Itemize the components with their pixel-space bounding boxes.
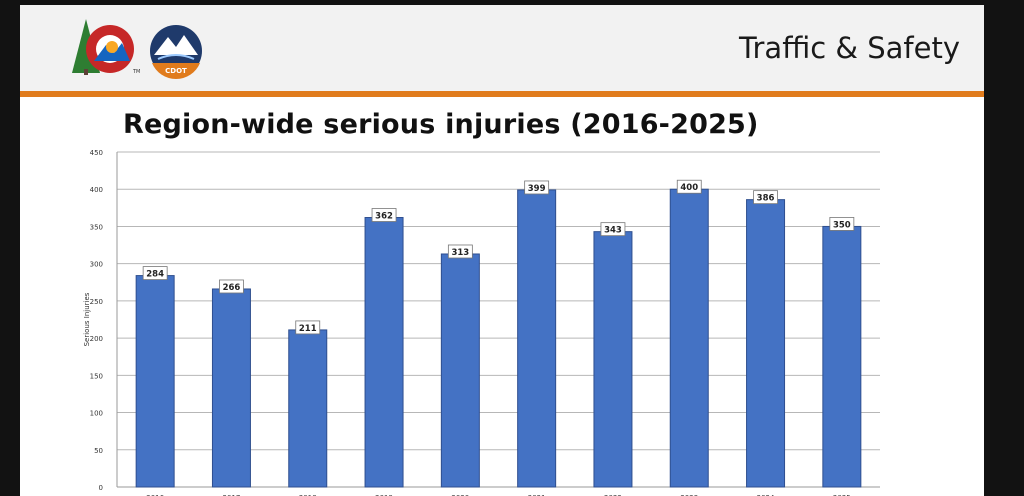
data-label-box bbox=[142, 266, 168, 280]
cdot-logo-icon: CDOT bbox=[150, 25, 202, 79]
data-label: 313 bbox=[451, 248, 469, 258]
bar bbox=[822, 225, 862, 488]
data-label-box bbox=[295, 320, 321, 335]
data-label: 284 bbox=[146, 270, 164, 280]
x-tick-label: 2025 bbox=[833, 494, 851, 496]
y-tick-label: 250 bbox=[90, 298, 103, 306]
y-axis-label: Serious Injuries bbox=[83, 292, 91, 346]
x-tick-label: 2016 bbox=[146, 494, 164, 496]
slide: TM CDOT Traffic & Safety Region-wide ser… bbox=[20, 5, 984, 496]
data-label: 399 bbox=[528, 184, 546, 194]
x-tick-label: 2021 bbox=[528, 494, 546, 496]
bar bbox=[746, 199, 786, 488]
x-tick-label: 2020 bbox=[451, 494, 469, 496]
bar bbox=[364, 217, 404, 488]
data-label: 362 bbox=[375, 212, 393, 222]
x-tick-label: 2024 bbox=[757, 494, 775, 496]
x-tick-label: 2017 bbox=[223, 494, 241, 496]
data-label-box bbox=[753, 190, 778, 205]
x-tick-label: 2019 bbox=[375, 494, 393, 496]
x-tick-label: 2023 bbox=[680, 494, 698, 496]
data-label-box bbox=[447, 244, 473, 259]
y-tick-label: 450 bbox=[90, 149, 103, 157]
y-tick-label: 400 bbox=[90, 186, 103, 194]
y-tick-label: 50 bbox=[94, 447, 103, 455]
data-label-box bbox=[676, 179, 702, 194]
slide-header: TM CDOT Traffic & Safety bbox=[20, 5, 984, 91]
x-tick-label: 2018 bbox=[299, 494, 317, 496]
cdot-logo-text: CDOT bbox=[165, 67, 187, 75]
chart-title: Region-wide serious injuries (2016-2025) bbox=[123, 109, 759, 140]
data-label: 400 bbox=[680, 183, 698, 193]
data-label: 211 bbox=[299, 324, 317, 334]
data-label-box bbox=[829, 217, 855, 231]
data-label: 266 bbox=[223, 283, 241, 293]
bar-chart: 0 50 100 150 200 250 300 350 400 450 Serious Injur… bbox=[83, 149, 880, 496]
bar bbox=[669, 188, 709, 488]
bar bbox=[288, 329, 328, 488]
data-label: 386 bbox=[757, 194, 775, 204]
header-accent-bar bbox=[20, 91, 984, 97]
data-label-box bbox=[371, 208, 397, 222]
y-tick-label: 200 bbox=[90, 335, 103, 343]
data-label-box bbox=[219, 279, 244, 294]
bar bbox=[440, 253, 480, 488]
data-label-box bbox=[600, 222, 626, 237]
y-tick-label: 100 bbox=[90, 410, 103, 418]
header-title: Traffic & Safety bbox=[739, 31, 960, 65]
y-tick-label: 0 bbox=[99, 484, 103, 492]
colorado-logo-icon bbox=[72, 19, 134, 75]
y-tick-label: 300 bbox=[90, 261, 103, 269]
bar bbox=[517, 189, 557, 488]
y-tick-label: 150 bbox=[90, 372, 103, 380]
data-label: 350 bbox=[833, 220, 851, 230]
trademark-label: TM bbox=[133, 69, 141, 75]
data-label: 343 bbox=[604, 226, 622, 236]
bar bbox=[211, 288, 251, 488]
data-label-box bbox=[524, 180, 550, 195]
y-tick-label: 350 bbox=[90, 223, 103, 231]
x-tick-label: 2022 bbox=[604, 494, 622, 496]
bar bbox=[135, 275, 175, 488]
bar bbox=[593, 231, 633, 488]
